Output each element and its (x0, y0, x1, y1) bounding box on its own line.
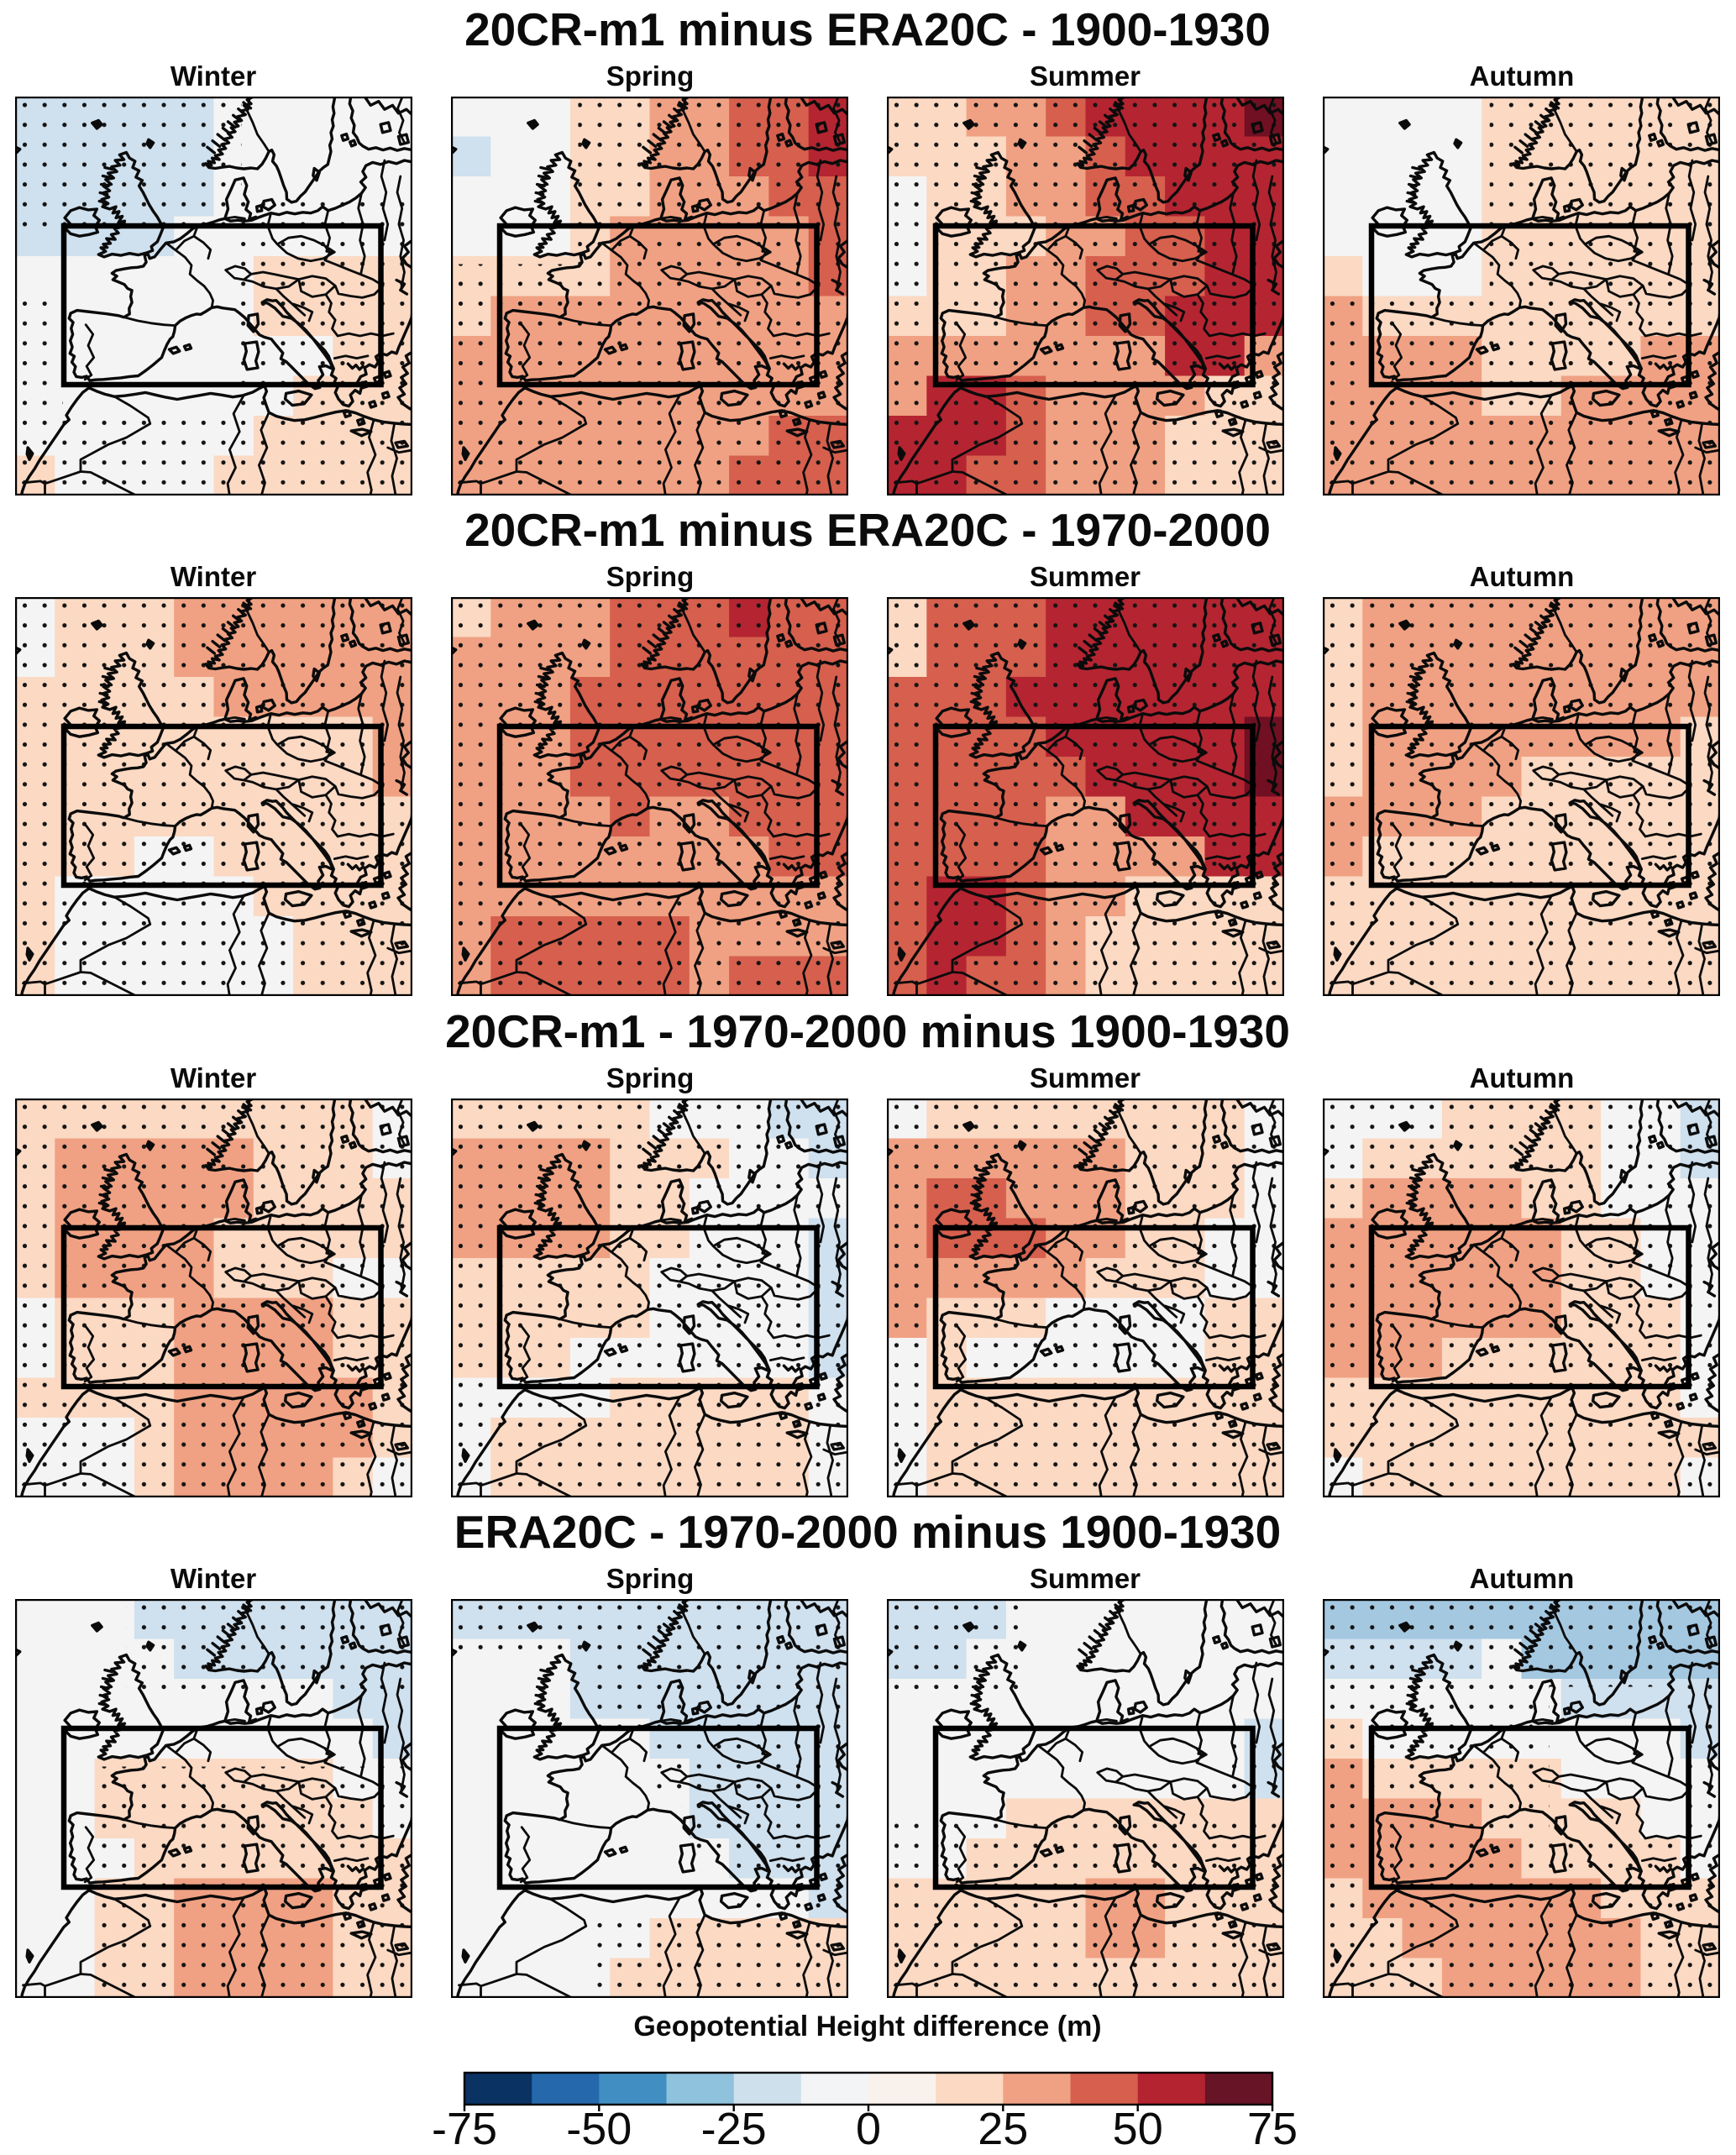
svg-text:Winter: Winter (170, 60, 257, 92)
svg-text:Winter: Winter (170, 1062, 257, 1093)
svg-text:Winter: Winter (170, 561, 257, 592)
svg-text:-25: -25 (701, 2104, 767, 2151)
svg-text:Summer: Summer (1030, 1062, 1141, 1093)
svg-text:0: 0 (856, 2104, 881, 2151)
svg-text:Summer: Summer (1030, 1563, 1141, 1594)
svg-text:Spring: Spring (606, 1062, 695, 1093)
svg-text:ERA20C - 1970-2000 minus 1900-: ERA20C - 1970-2000 minus 1900-1930 (454, 1506, 1281, 1558)
svg-text:Autumn: Autumn (1470, 561, 1575, 592)
svg-text:Spring: Spring (606, 561, 695, 592)
svg-text:Autumn: Autumn (1470, 1062, 1575, 1093)
svg-text:20CR-m1 minus ERA20C - 1900-19: 20CR-m1 minus ERA20C - 1900-1930 (464, 3, 1271, 55)
svg-text:20CR-m1 - 1970-2000 minus 1900: 20CR-m1 - 1970-2000 minus 1900-1930 (445, 1005, 1290, 1057)
svg-text:Spring: Spring (606, 1563, 695, 1594)
svg-text:75: 75 (1247, 2104, 1298, 2151)
svg-text:-50: -50 (566, 2104, 632, 2151)
svg-text:Spring: Spring (606, 60, 695, 92)
svg-text:Autumn: Autumn (1470, 1563, 1575, 1594)
svg-text:Summer: Summer (1030, 60, 1141, 92)
svg-text:-75: -75 (432, 2104, 497, 2151)
svg-text:Summer: Summer (1030, 561, 1141, 592)
svg-text:Winter: Winter (170, 1563, 257, 1594)
svg-text:50: 50 (1113, 2104, 1163, 2151)
svg-text:Autumn: Autumn (1470, 60, 1575, 92)
svg-text:25: 25 (978, 2104, 1028, 2151)
svg-text:20CR-m1 minus ERA20C - 1970-20: 20CR-m1 minus ERA20C - 1970-2000 (464, 504, 1271, 556)
svg-text:Geopotential Height difference: Geopotential Height difference (m) (633, 2011, 1101, 2042)
